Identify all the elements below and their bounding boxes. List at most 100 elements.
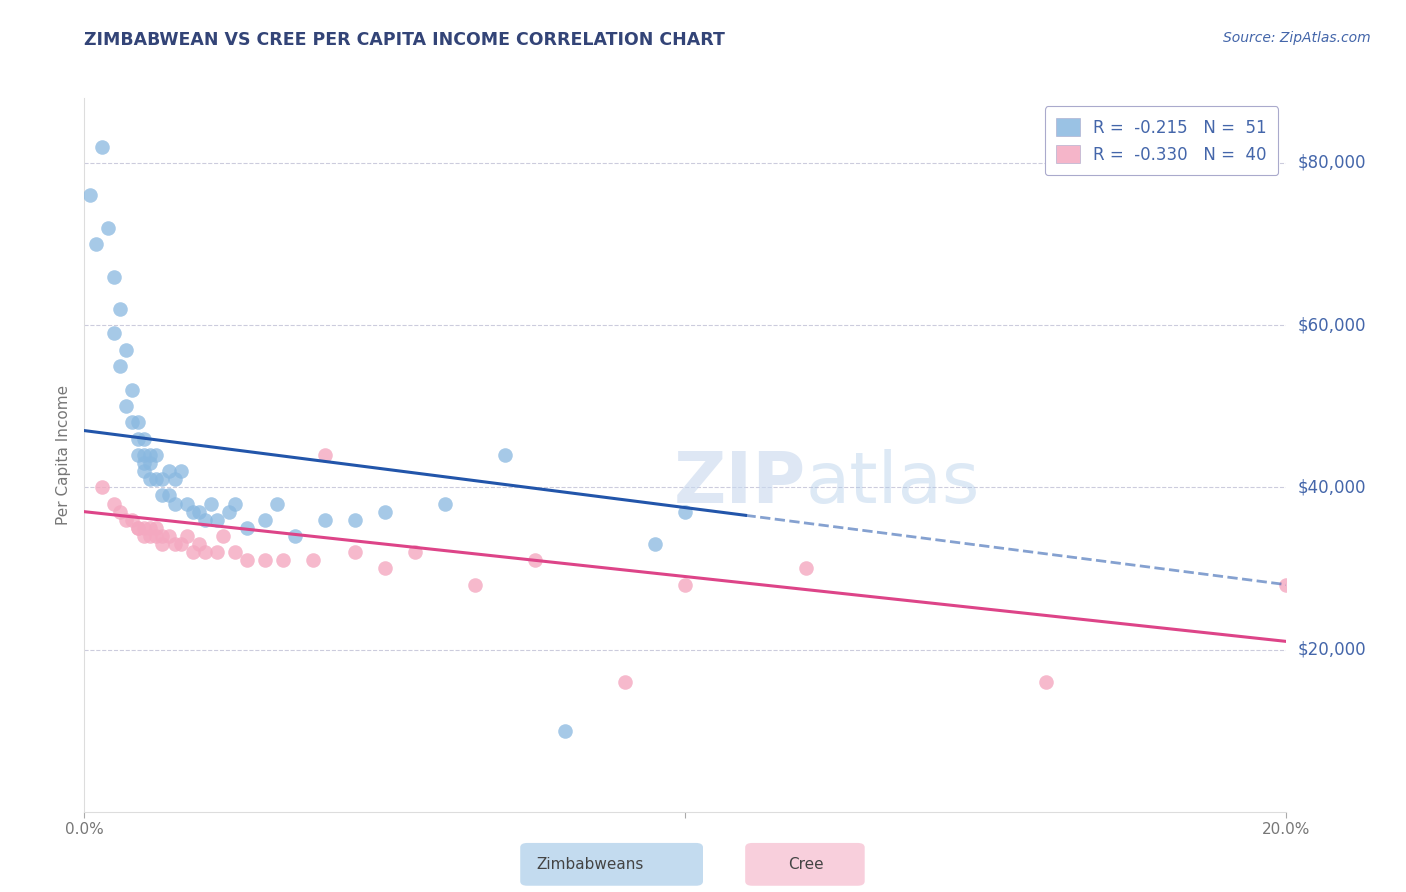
Text: ZIMBABWEAN VS CREE PER CAPITA INCOME CORRELATION CHART: ZIMBABWEAN VS CREE PER CAPITA INCOME COR… xyxy=(84,31,725,49)
Point xyxy=(374,561,396,575)
Point xyxy=(794,561,817,575)
Point xyxy=(152,529,174,543)
Point xyxy=(110,505,132,519)
Point xyxy=(152,488,174,502)
Point xyxy=(121,383,143,397)
Point xyxy=(163,497,186,511)
Point xyxy=(301,553,323,567)
Text: atlas: atlas xyxy=(806,449,980,518)
Text: $60,000: $60,000 xyxy=(1298,316,1367,334)
Point xyxy=(121,513,143,527)
Point xyxy=(554,723,576,738)
Point xyxy=(152,537,174,551)
Point xyxy=(524,553,547,567)
Point xyxy=(194,513,217,527)
Point xyxy=(266,497,288,511)
Point xyxy=(224,497,246,511)
Point xyxy=(139,472,162,486)
Point xyxy=(163,537,186,551)
Point xyxy=(145,448,167,462)
Point xyxy=(110,301,132,316)
Point xyxy=(134,521,156,535)
Point xyxy=(121,416,143,430)
Point xyxy=(145,529,167,543)
Point xyxy=(91,480,114,494)
Text: $80,000: $80,000 xyxy=(1298,154,1367,172)
Point xyxy=(145,472,167,486)
Point xyxy=(181,505,204,519)
Point xyxy=(127,416,149,430)
Point xyxy=(176,497,198,511)
Point xyxy=(103,497,125,511)
Point xyxy=(127,432,149,446)
Point xyxy=(157,464,180,478)
Point xyxy=(253,553,276,567)
Point xyxy=(614,675,637,690)
Text: $40,000: $40,000 xyxy=(1298,478,1367,496)
Point xyxy=(115,343,138,357)
Point xyxy=(235,521,257,535)
Point xyxy=(343,513,366,527)
Point xyxy=(169,464,191,478)
Point xyxy=(494,448,516,462)
Point xyxy=(97,220,120,235)
Point xyxy=(374,505,396,519)
Point xyxy=(434,497,457,511)
Point xyxy=(218,505,240,519)
Point xyxy=(103,326,125,341)
Point xyxy=(115,399,138,413)
Point xyxy=(1275,577,1298,591)
Point xyxy=(253,513,276,527)
Point xyxy=(127,448,149,462)
Point xyxy=(139,448,162,462)
Point xyxy=(224,545,246,559)
Point xyxy=(127,521,149,535)
Point xyxy=(464,577,486,591)
Point xyxy=(86,237,108,252)
Point xyxy=(205,545,228,559)
Point xyxy=(235,553,257,567)
Point xyxy=(314,513,336,527)
Point xyxy=(139,521,162,535)
Point xyxy=(176,529,198,543)
Point xyxy=(284,529,307,543)
Point xyxy=(127,521,149,535)
Point xyxy=(157,488,180,502)
Legend: R =  -0.215   N =  51, R =  -0.330   N =  40: R = -0.215 N = 51, R = -0.330 N = 40 xyxy=(1045,106,1278,176)
Point xyxy=(187,537,209,551)
Point xyxy=(157,529,180,543)
Point xyxy=(134,464,156,478)
Text: $20,000: $20,000 xyxy=(1298,640,1367,658)
Point xyxy=(145,521,167,535)
Point xyxy=(79,188,101,202)
Point xyxy=(194,545,217,559)
Point xyxy=(134,448,156,462)
Point xyxy=(675,577,697,591)
Text: Cree: Cree xyxy=(787,857,824,871)
Text: Zimbabweans: Zimbabweans xyxy=(537,857,644,871)
Y-axis label: Per Capita Income: Per Capita Income xyxy=(56,384,72,525)
Point xyxy=(103,269,125,284)
Point xyxy=(187,505,209,519)
Point xyxy=(181,545,204,559)
Point xyxy=(134,432,156,446)
Point xyxy=(205,513,228,527)
Point xyxy=(404,545,426,559)
Point xyxy=(343,545,366,559)
Point xyxy=(115,513,138,527)
Point xyxy=(152,472,174,486)
Point xyxy=(91,140,114,154)
Point xyxy=(110,359,132,373)
Text: Source: ZipAtlas.com: Source: ZipAtlas.com xyxy=(1223,31,1371,45)
Point xyxy=(200,497,222,511)
Text: ZIP: ZIP xyxy=(673,449,806,518)
Point xyxy=(1035,675,1057,690)
Point xyxy=(139,529,162,543)
Point xyxy=(163,472,186,486)
Point xyxy=(169,537,191,551)
Point xyxy=(139,456,162,470)
Point xyxy=(314,448,336,462)
Point xyxy=(134,456,156,470)
Point xyxy=(644,537,666,551)
Point xyxy=(211,529,233,543)
